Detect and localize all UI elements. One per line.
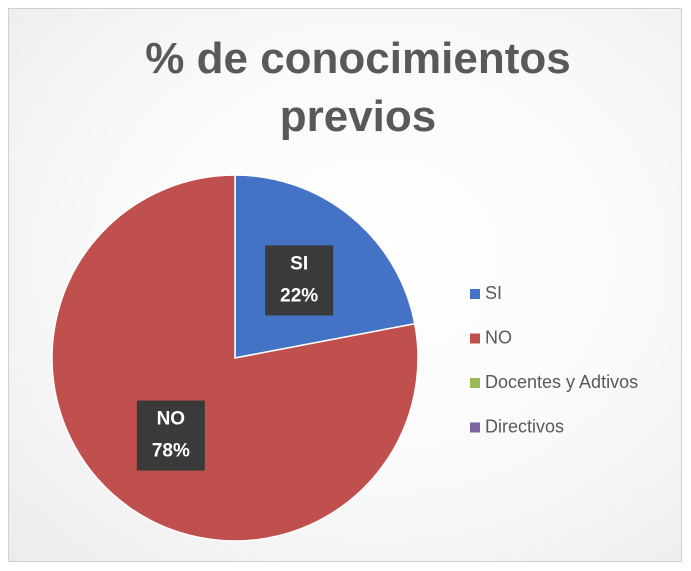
data-label-box bbox=[265, 245, 334, 316]
legend-swatch bbox=[470, 378, 480, 388]
data-label-box bbox=[136, 400, 205, 471]
data-label-value: 22% bbox=[280, 285, 318, 306]
data-label-value: 78% bbox=[152, 441, 190, 462]
legend-swatch bbox=[470, 289, 480, 299]
legend-swatch bbox=[470, 333, 480, 344]
legend-label: NO bbox=[485, 327, 512, 347]
data-label-category: SI bbox=[290, 253, 308, 274]
legend-label: Directivos bbox=[485, 416, 564, 436]
legend-label: SI bbox=[485, 283, 502, 303]
legend-swatch bbox=[470, 422, 480, 433]
data-label-category: NO bbox=[157, 409, 186, 430]
chart-title: % de conocimientos previos bbox=[145, 34, 571, 141]
legend-label: Docentes y Adtivos bbox=[485, 372, 638, 392]
